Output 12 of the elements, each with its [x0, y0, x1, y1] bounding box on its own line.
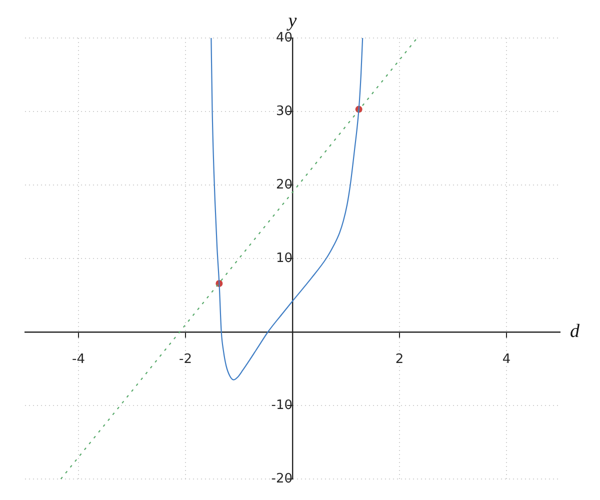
- x-tick-label: -2: [179, 352, 192, 368]
- y-tick-label: -20: [271, 471, 292, 486]
- y-tick-label: 40: [276, 30, 292, 46]
- y-tick-label: 30: [276, 104, 292, 119]
- y-tick-label: 10: [276, 250, 292, 266]
- y-tick-label: 20: [276, 177, 292, 192]
- x-tick-label: 4: [502, 352, 511, 368]
- x-axis-title: d: [570, 321, 580, 342]
- x-tick-label: -4: [72, 352, 85, 368]
- x-tick-label: 2: [395, 352, 404, 368]
- y-tick-label: -10: [271, 398, 292, 413]
- y-axis-title: y: [286, 10, 298, 32]
